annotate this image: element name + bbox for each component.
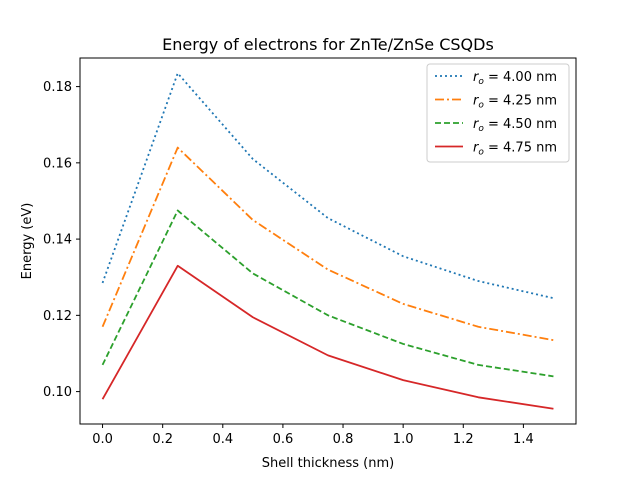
series-line-3 (101, 209, 554, 378)
series-line-1 (101, 72, 554, 300)
chart-title: Energy of electrons for ZnTe/ZnSe CSQDs (162, 35, 494, 54)
legend-box (426, 63, 570, 163)
y-tick-label: 0.16 (43, 156, 72, 171)
y-tick-label: 0.12 (43, 309, 72, 324)
y-tick-label: 0.14 (43, 233, 72, 248)
plot-area: 0.0 0.2 0.4 0.6 0.8 1.0 1.2 1.4 0.10 0.12 0.14 0.16… (43, 57, 577, 447)
x-axis-label: Shell thickness (nm) (262, 456, 394, 471)
axes-frame (79, 57, 577, 425)
legend-entry-3: ro = 4.50 nm (473, 117, 557, 134)
x-tick-label: 1.0 (393, 432, 414, 447)
x-tick-label: 0.4 (212, 432, 233, 447)
series-line-2 (101, 146, 554, 342)
legend-entry-1: ro = 4.00 nm (473, 70, 557, 87)
x-tick-label: 1.2 (453, 432, 474, 447)
legend-entry-2: ro = 4.25 nm (473, 94, 557, 111)
legend: ro = 4.00 nm ro = 4.25 nm ro = 4.50 nm ro =… (426, 63, 570, 163)
series-line-4 (101, 264, 554, 410)
legend-entry-4: ro = 4.75 nm (473, 141, 557, 158)
x-tick-label: 0.6 (273, 432, 294, 447)
y-axis-label: Energy (eV) (20, 203, 35, 280)
y-tick-label: 0.18 (43, 80, 72, 95)
y-tick-label: 0.10 (43, 385, 72, 400)
x-tick-label: 0.0 (92, 432, 113, 447)
x-tick-label: 0.2 (152, 432, 173, 447)
x-tick-label: 1.4 (513, 432, 534, 447)
x-tick-label: 0.8 (333, 432, 354, 447)
